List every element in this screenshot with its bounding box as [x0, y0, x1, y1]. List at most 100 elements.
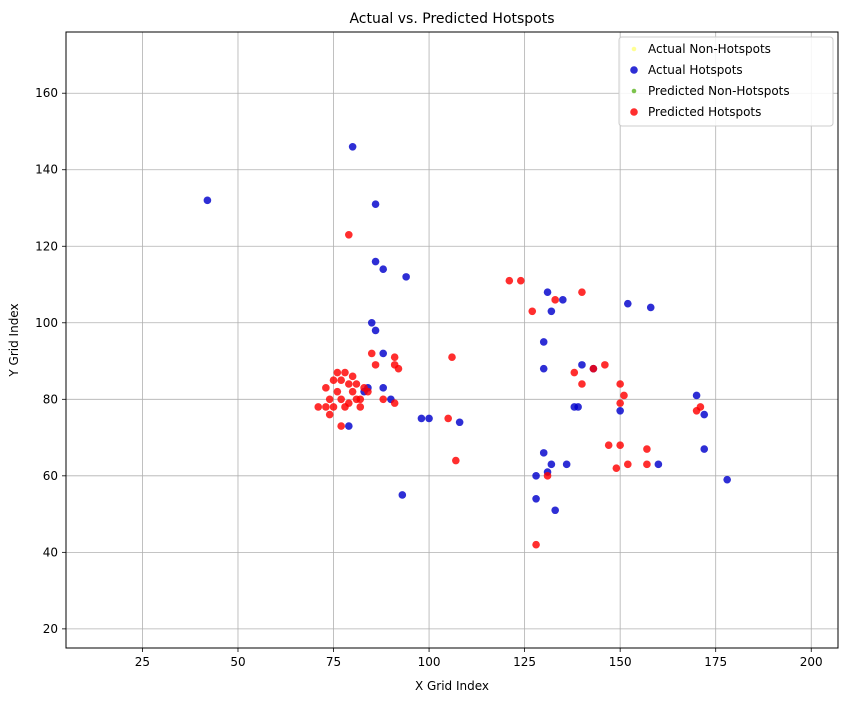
data-point [390, 353, 399, 362]
data-point [371, 326, 380, 335]
data-point [700, 410, 709, 419]
data-point [543, 472, 552, 480]
data-point [325, 395, 334, 404]
data-point [654, 460, 663, 469]
axes-frame [65, 31, 839, 649]
data-point [325, 410, 334, 419]
data-point [394, 364, 403, 373]
data-point [322, 384, 330, 392]
y-tick-label: 160 [35, 86, 58, 100]
data-point [333, 368, 342, 377]
legend-box [618, 36, 834, 127]
data-point [624, 299, 632, 308]
data-point [333, 387, 342, 396]
data-point [417, 414, 426, 423]
data-point [616, 380, 624, 388]
data-point [559, 296, 567, 304]
data-point [452, 456, 460, 465]
data-point [516, 276, 525, 285]
data-point [390, 399, 399, 407]
data-point [643, 460, 651, 469]
x-tick-label: 175 [704, 655, 727, 669]
data-point [551, 506, 559, 515]
x-tick-label: 75 [326, 655, 341, 669]
data-point [616, 406, 624, 415]
data-point [379, 349, 388, 358]
data-point [604, 441, 613, 450]
data-point [348, 142, 357, 151]
data-point [455, 418, 464, 427]
data-point [562, 460, 571, 469]
x-axis-label: X Grid Index [415, 679, 489, 693]
x-tick-label: 50 [230, 655, 245, 669]
data-point [643, 445, 651, 453]
data-point [425, 414, 433, 423]
data-point [620, 391, 628, 400]
data-point [329, 403, 338, 411]
series-predicted-hotspots [314, 230, 705, 549]
x-tick-label: 150 [609, 655, 632, 669]
data-points [203, 142, 731, 549]
data-point [539, 338, 548, 346]
data-point [348, 372, 357, 381]
data-point [574, 403, 582, 411]
y-tick-label: 80 [43, 392, 58, 406]
y-tick-label: 60 [43, 469, 58, 483]
legend-label: Actual Non-Hotspots [648, 42, 771, 56]
data-point [337, 376, 345, 384]
data-point [367, 318, 376, 327]
series-actual-hotspots [203, 142, 731, 515]
data-point [356, 395, 365, 404]
y-tick-label: 120 [35, 239, 58, 253]
data-point [528, 307, 537, 316]
grid [66, 32, 838, 648]
legend-label: Actual Hotspots [648, 63, 743, 77]
data-point [371, 361, 380, 369]
data-point [345, 399, 353, 407]
legend-marker [631, 46, 637, 52]
data-point [314, 403, 323, 411]
data-point [547, 460, 556, 469]
x-tick-label: 200 [800, 655, 823, 669]
data-point [578, 361, 586, 369]
data-point [345, 380, 353, 388]
data-point [578, 380, 586, 388]
data-point [539, 449, 548, 457]
data-point [578, 288, 586, 296]
data-point [444, 414, 452, 423]
x-tick-label: 25 [135, 655, 150, 669]
data-point [616, 399, 624, 407]
data-point [402, 273, 410, 281]
legend-label: Predicted Hotspots [648, 105, 761, 119]
y-axis-label: Y Grid Index [7, 303, 21, 377]
data-point [551, 296, 559, 304]
data-point [337, 395, 345, 404]
y-tick-label: 20 [43, 622, 58, 636]
data-point [364, 387, 372, 396]
data-point [532, 540, 540, 549]
data-point [203, 196, 212, 205]
ticks: 25 50 75 100 125 150 175 200 20 40 60 80 100 120 140 16… [35, 86, 823, 669]
data-point [589, 364, 598, 373]
data-point [723, 475, 731, 484]
data-point [345, 230, 353, 239]
y-tick-label: 140 [35, 163, 58, 177]
chart-title: Actual vs. Predicted Hotspots [349, 11, 554, 27]
data-point [543, 288, 552, 296]
legend-label: Predicted Non-Hotspots [648, 84, 790, 98]
data-point [322, 403, 330, 411]
y-tick-label: 100 [35, 316, 58, 330]
data-point [448, 353, 456, 362]
data-point [700, 445, 709, 453]
x-tick-label: 125 [513, 655, 536, 669]
data-point [539, 364, 548, 373]
legend-marker [630, 108, 638, 116]
data-point [570, 368, 579, 377]
data-point [696, 403, 705, 411]
data-point [532, 472, 540, 480]
data-point [356, 403, 365, 411]
data-point [398, 491, 407, 499]
data-point [379, 265, 388, 274]
data-point [341, 368, 349, 377]
